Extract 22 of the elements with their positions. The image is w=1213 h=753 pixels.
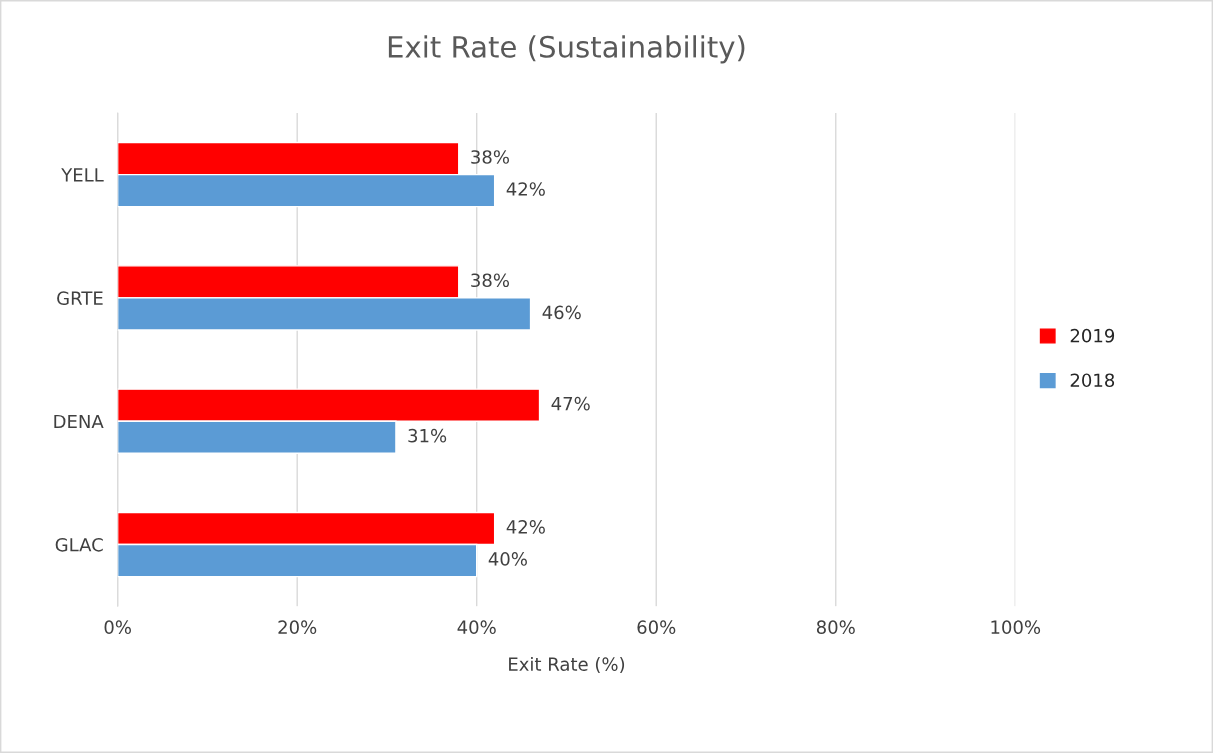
data-label: 46% <box>542 305 581 320</box>
x-axis-title: Exit Rate (%) <box>509 656 625 674</box>
data-label: 42% <box>506 182 545 196</box>
data-label: 42% <box>506 520 545 534</box>
x-tick-label: 20% <box>278 620 317 635</box>
legend-label: 2018 <box>1070 373 1115 388</box>
data-label: 31% <box>408 428 447 443</box>
y-tick-label: DENA <box>54 414 104 429</box>
data-label: 38% <box>471 150 509 164</box>
x-tick-label: 0% <box>104 620 131 635</box>
x-tick-label: 80% <box>816 620 855 635</box>
data-label: 38% <box>471 273 509 288</box>
data-label: 40% <box>488 552 527 566</box>
y-tick-label: YELL <box>61 168 104 182</box>
legend-label: 2019 <box>1070 328 1115 343</box>
x-tick-label: 40% <box>457 620 496 635</box>
y-tick-label: GLAC <box>55 537 103 552</box>
y-tick-label: GRTE <box>57 291 103 306</box>
x-tick-label: 100% <box>991 620 1041 635</box>
x-tick-label: 60% <box>637 620 676 635</box>
chart-title: Exit Rate (Sustainability) <box>388 35 745 64</box>
data-label: 47% <box>551 396 590 411</box>
